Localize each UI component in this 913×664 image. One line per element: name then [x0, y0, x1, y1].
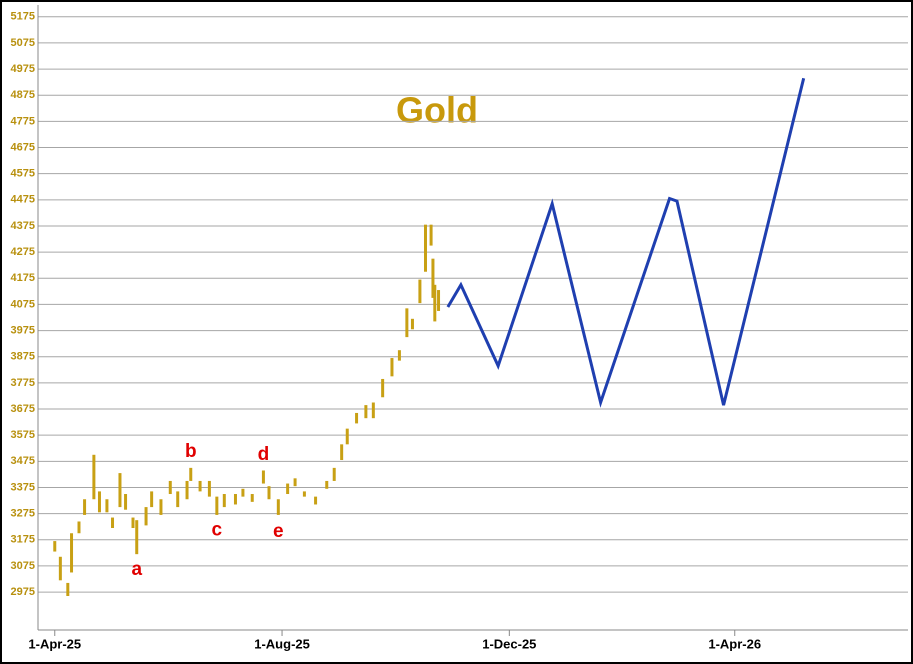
y-tick-label: 3575 — [11, 429, 35, 441]
y-tick-label: 5175 — [11, 11, 35, 23]
y-tick-label: 4175 — [11, 272, 35, 284]
y-tick-label: 4975 — [11, 63, 35, 75]
y-tick-label: 5075 — [11, 37, 35, 49]
projection-line — [446, 77, 806, 408]
x-tick-label: 1-Dec-25 — [482, 636, 536, 651]
y-tick-label: 2975 — [11, 586, 35, 598]
wave-label: e — [273, 521, 284, 542]
y-tick-label: 4775 — [11, 115, 35, 127]
y-tick-label: 4475 — [11, 194, 35, 206]
y-tick-label: 3675 — [11, 403, 35, 415]
y-tick-label: 4575 — [11, 168, 35, 180]
y-tick-label: 3375 — [11, 481, 35, 493]
y-tick-label: 3075 — [11, 560, 35, 572]
y-tick-label: 3275 — [11, 508, 35, 520]
y-tick-label: 3475 — [11, 455, 35, 467]
y-tick-label: 4275 — [11, 246, 35, 258]
y-tick-label: 3175 — [11, 534, 35, 546]
x-tick-label: 1-Apr-26 — [708, 636, 761, 651]
wave-label: d — [258, 444, 270, 465]
wave-label: a — [131, 559, 142, 580]
y-tick-label: 4075 — [11, 298, 35, 310]
chart-title: Gold — [396, 90, 478, 131]
y-tick-label: 4675 — [11, 141, 35, 153]
y-tick-label: 3975 — [11, 324, 35, 336]
y-tick-label: 4375 — [11, 220, 35, 232]
x-tick-label: 1-Apr-25 — [28, 636, 81, 651]
wave-label: b — [185, 441, 197, 462]
wave-label: c — [212, 520, 223, 541]
y-tick-label: 4875 — [11, 89, 35, 101]
y-tick-label: 3775 — [11, 377, 35, 389]
y-tick-label: 3875 — [11, 351, 35, 363]
x-tick-label: 1-Aug-25 — [254, 636, 310, 651]
